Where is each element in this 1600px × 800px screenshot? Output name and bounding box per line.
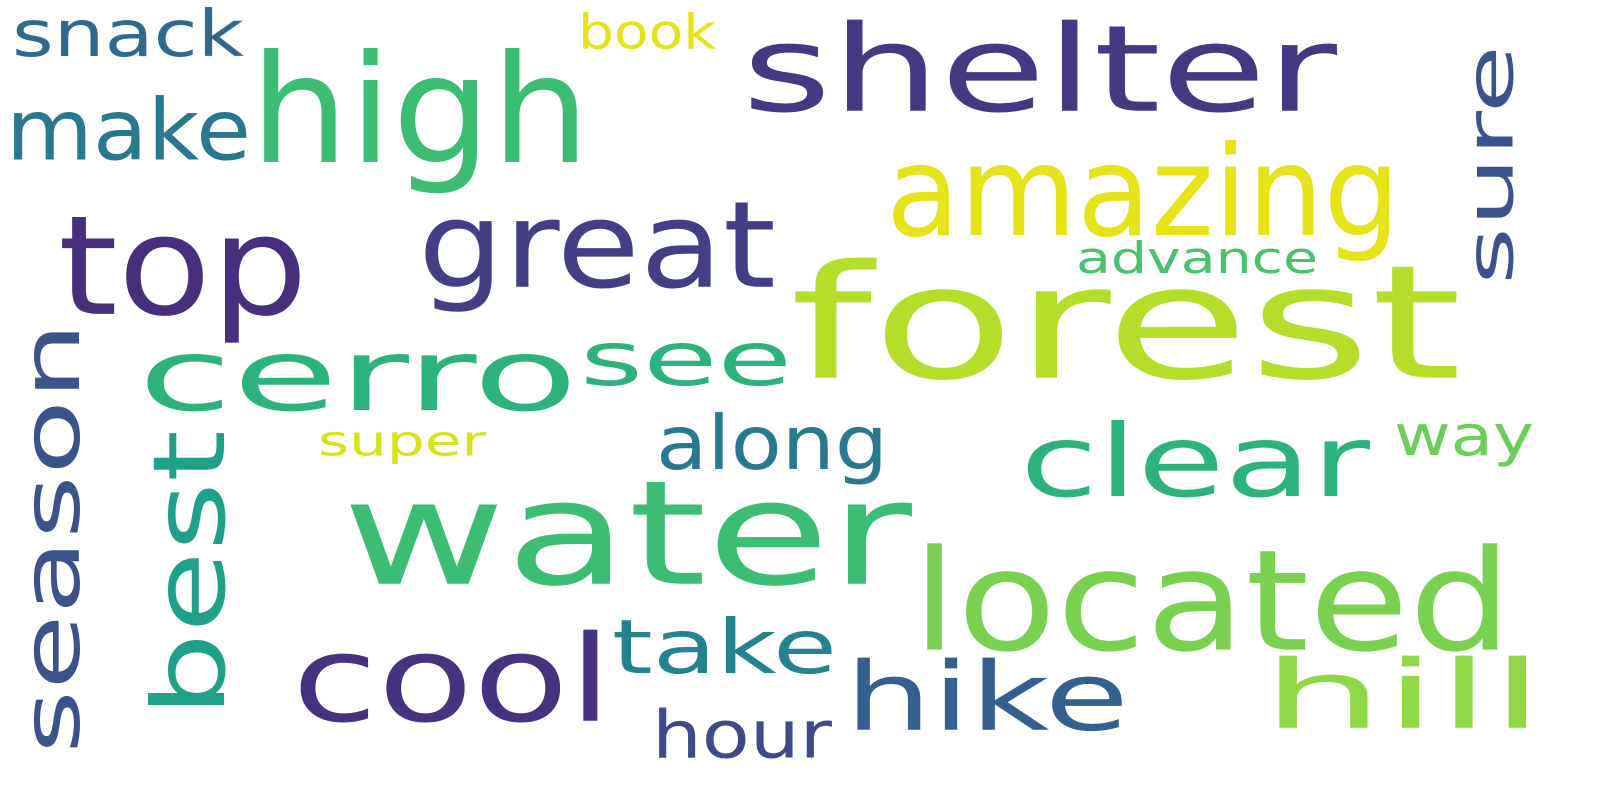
word-advance: advance xyxy=(1076,232,1318,284)
word-see: see xyxy=(580,315,792,403)
word-snack: snack xyxy=(12,0,244,72)
word-hour: hour xyxy=(652,696,832,774)
word-along: along xyxy=(656,399,888,487)
word-forest: forest xyxy=(790,230,1462,416)
word-cool: cool xyxy=(292,609,612,750)
word-super: super xyxy=(318,416,486,466)
word-hike: hike xyxy=(845,641,1129,753)
word-cerro: cerro xyxy=(138,317,578,434)
word-hill: hill xyxy=(1262,639,1544,751)
word-take: take xyxy=(612,603,837,691)
word-best: best xyxy=(131,430,248,717)
word-season: season xyxy=(4,321,99,754)
word-make: make xyxy=(6,80,251,180)
word-water: water xyxy=(342,448,912,619)
word-book: book xyxy=(578,3,716,60)
word-clear: clear xyxy=(1020,403,1370,520)
word-amazing: amazing xyxy=(886,118,1400,265)
word-top: top xyxy=(58,185,308,348)
word-great: great xyxy=(418,175,776,316)
word-sure: sure xyxy=(1452,45,1529,285)
word-located: located xyxy=(912,519,1512,684)
word-high: high xyxy=(250,22,590,198)
word-shelter: shelter xyxy=(742,0,1337,140)
word-way: way xyxy=(1394,402,1534,469)
